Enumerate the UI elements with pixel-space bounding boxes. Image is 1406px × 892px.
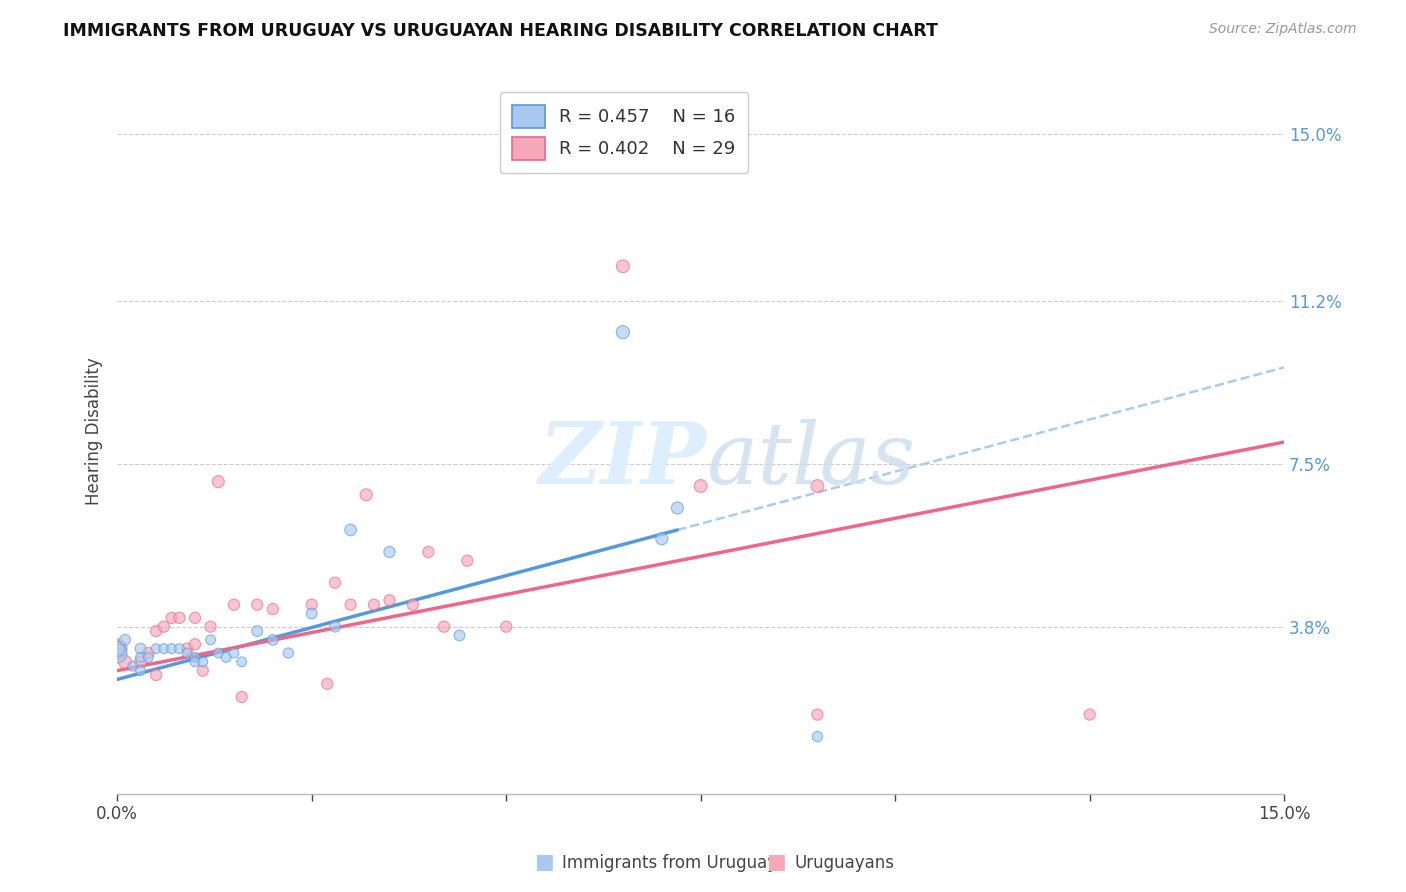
Point: [184, 637, 207, 651]
Point: [153, 641, 176, 656]
Point: [339, 598, 361, 612]
Point: [191, 655, 214, 669]
Point: [246, 598, 269, 612]
Point: [145, 668, 167, 682]
Point: [176, 646, 198, 660]
Point: [651, 532, 673, 546]
Point: [449, 628, 471, 642]
Text: Uruguayans: Uruguayans: [794, 855, 894, 872]
Point: [262, 632, 284, 647]
Point: [666, 501, 689, 516]
Point: [184, 655, 207, 669]
Point: [129, 664, 152, 678]
Point: [456, 554, 478, 568]
Point: [378, 593, 401, 607]
Point: [153, 620, 176, 634]
Point: [169, 641, 191, 656]
Point: [222, 598, 245, 612]
Point: [231, 655, 253, 669]
Point: [246, 624, 269, 638]
Point: [145, 641, 167, 656]
Point: [612, 260, 634, 274]
Point: [1078, 707, 1101, 722]
Point: [495, 620, 517, 634]
Point: [114, 632, 136, 647]
Point: [184, 650, 207, 665]
Text: ■: ■: [534, 853, 554, 872]
Point: [262, 602, 284, 616]
Point: [323, 575, 346, 590]
Point: [689, 479, 711, 493]
Point: [105, 646, 128, 660]
Y-axis label: Hearing Disability: Hearing Disability: [86, 357, 103, 505]
Point: [339, 523, 361, 537]
Point: [402, 598, 425, 612]
Text: IMMIGRANTS FROM URUGUAY VS URUGUAYAN HEARING DISABILITY CORRELATION CHART: IMMIGRANTS FROM URUGUAY VS URUGUAYAN HEA…: [63, 22, 938, 40]
Point: [200, 632, 222, 647]
Point: [363, 598, 385, 612]
Legend: R = 0.457    N = 16, R = 0.402    N = 29: R = 0.457 N = 16, R = 0.402 N = 29: [499, 92, 748, 173]
Point: [129, 650, 152, 665]
Point: [301, 607, 323, 621]
Text: atlas: atlas: [707, 418, 915, 501]
Point: [145, 624, 167, 638]
Point: [207, 475, 229, 489]
Point: [418, 545, 440, 559]
Point: [323, 620, 346, 634]
Point: [433, 620, 456, 634]
Point: [806, 707, 828, 722]
Point: [207, 646, 229, 660]
Point: [222, 646, 245, 660]
Point: [316, 677, 339, 691]
Point: [169, 611, 191, 625]
Point: [806, 479, 828, 493]
Point: [105, 641, 128, 656]
Point: [277, 646, 299, 660]
Point: [301, 598, 323, 612]
Point: [200, 620, 222, 634]
Text: Immigrants from Uruguay: Immigrants from Uruguay: [562, 855, 778, 872]
Point: [160, 611, 183, 625]
Point: [191, 664, 214, 678]
Point: [176, 641, 198, 656]
Point: [378, 545, 401, 559]
Text: Source: ZipAtlas.com: Source: ZipAtlas.com: [1209, 22, 1357, 37]
Point: [519, 128, 541, 142]
Point: [215, 650, 238, 665]
Point: [160, 641, 183, 656]
Point: [114, 655, 136, 669]
Point: [806, 730, 828, 744]
Point: [136, 646, 159, 660]
Point: [184, 611, 207, 625]
Text: ■: ■: [766, 853, 786, 872]
Point: [231, 690, 253, 704]
Point: [121, 659, 143, 673]
Point: [129, 655, 152, 669]
Point: [129, 641, 152, 656]
Point: [105, 641, 128, 656]
Point: [136, 650, 159, 665]
Text: ZIP: ZIP: [538, 418, 707, 502]
Point: [354, 488, 377, 502]
Point: [612, 325, 634, 339]
